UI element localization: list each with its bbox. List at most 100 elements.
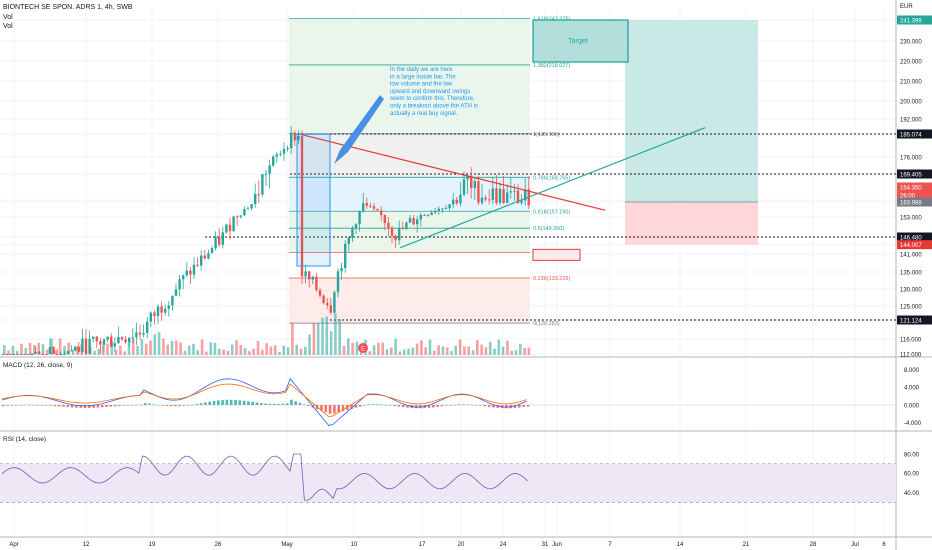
annotation-line: In the daily we are here	[390, 67, 453, 73]
macd-histogram-bar	[324, 405, 328, 413]
macd-histogram-bar	[53, 405, 57, 407]
volume-bar	[411, 347, 415, 355]
volume-bar	[218, 348, 221, 355]
macd-histogram-bar	[397, 405, 401, 407]
volume-bar	[372, 345, 376, 355]
volume-bar	[342, 345, 346, 355]
candle-body	[311, 276, 314, 280]
candle-body	[344, 243, 347, 269]
price-axis-badge	[897, 232, 932, 242]
volume-bar	[248, 351, 251, 355]
macd-histogram-bar	[285, 403, 289, 405]
candle-body	[185, 270, 188, 276]
macd-histogram-bar	[49, 405, 52, 406]
macd-histogram-bar	[27, 404, 31, 406]
price-axis-label: 153.000	[900, 215, 922, 221]
candle-body	[92, 336, 95, 339]
macd-histogram-bar	[354, 405, 358, 408]
macd-histogram-bar	[174, 405, 177, 407]
volume-bar	[54, 350, 58, 355]
macd-histogram-bar	[40, 405, 44, 406]
macd-histogram-bar	[212, 400, 216, 405]
axes: 241.399230.000220.000210.000200.000192.0…	[9, 4, 932, 548]
volume-bar	[484, 347, 488, 355]
candle-body	[452, 199, 455, 205]
price-axis-badge	[897, 240, 932, 250]
macd-histogram-bar	[401, 405, 405, 408]
volume-bar	[476, 340, 479, 355]
macd-histogram-bar	[449, 405, 452, 406]
volume-bar	[235, 340, 238, 355]
candle-body	[160, 306, 163, 313]
macd-histogram-bar	[406, 405, 409, 408]
candle-body	[315, 276, 318, 291]
candle-body	[106, 336, 109, 340]
macd-histogram-bar	[453, 404, 457, 406]
volume-bar	[166, 344, 169, 355]
macd-histogram-bar	[466, 404, 469, 406]
candle-body	[394, 235, 397, 241]
price-axis-label: 210.000	[900, 79, 922, 85]
volume-bar	[149, 340, 152, 355]
candle-body	[477, 181, 480, 203]
volume-bar	[265, 343, 268, 355]
volume-bar	[347, 338, 350, 355]
volume-bar	[123, 351, 126, 355]
candle-body	[228, 224, 232, 232]
volume-bar	[467, 346, 470, 355]
candle-body	[5, 354, 8, 355]
volume-bar	[110, 341, 114, 355]
volume-bar	[304, 346, 307, 355]
macd-histogram-bar	[320, 405, 323, 411]
volume-bar	[11, 345, 15, 355]
macd-histogram-bar	[135, 404, 138, 406]
price-axis-label: 141.000	[900, 252, 922, 258]
volume-bar	[471, 350, 475, 355]
macd-histogram-bar	[229, 399, 233, 405]
annotation-line: in a large inside bar. The	[390, 74, 456, 80]
rsi-axis-label: 40.00	[904, 491, 920, 497]
volume-bar	[402, 349, 406, 355]
macd-histogram-bar	[298, 402, 302, 405]
macd-histogram-bar	[457, 404, 461, 406]
fib-level-label: 1(185.165)	[533, 132, 560, 138]
time-axis-label: 14	[677, 542, 684, 548]
macd-histogram-bar	[513, 405, 517, 408]
candle-body	[192, 264, 196, 275]
candle-body	[369, 205, 372, 207]
candle-body	[336, 271, 340, 293]
volume-bar	[420, 340, 423, 355]
macd-histogram-bar	[92, 405, 95, 408]
volume-bar	[394, 338, 397, 355]
macd-histogram-bar	[100, 405, 104, 408]
volume-bar	[97, 348, 101, 355]
volume-bar	[209, 342, 212, 355]
price-axis-label: 192.000	[900, 117, 922, 123]
fib-level-label: 0.618(157.190)	[533, 209, 570, 215]
volume-bar	[480, 344, 483, 355]
volume-bar	[407, 348, 410, 355]
time-axis-label: 21	[743, 542, 750, 548]
macd-histogram-bar	[169, 405, 173, 407]
volume-bar	[243, 348, 247, 355]
volume-bar	[278, 351, 281, 355]
annotation-line: seem to confirm this. Therefore,	[390, 96, 475, 102]
macd-histogram-bar	[376, 404, 379, 405]
volume-bar	[385, 349, 389, 355]
volume-bar	[63, 346, 66, 355]
macd-histogram-bar	[83, 405, 87, 408]
macd-histogram-bar	[113, 405, 117, 407]
candle-body	[275, 154, 278, 157]
candle-body	[257, 194, 260, 196]
candle-body	[416, 219, 419, 225]
macd-histogram-bar	[221, 400, 224, 405]
macd-histogram-bar	[70, 405, 74, 408]
volume-bar	[355, 341, 359, 355]
time-axis-label: 28	[810, 542, 817, 548]
macd-histogram-bar	[96, 405, 100, 408]
candle-body	[38, 351, 41, 354]
candle-body	[264, 173, 268, 175]
macd-histogram-bar	[303, 404, 306, 406]
macd-histogram-bar	[234, 399, 237, 405]
